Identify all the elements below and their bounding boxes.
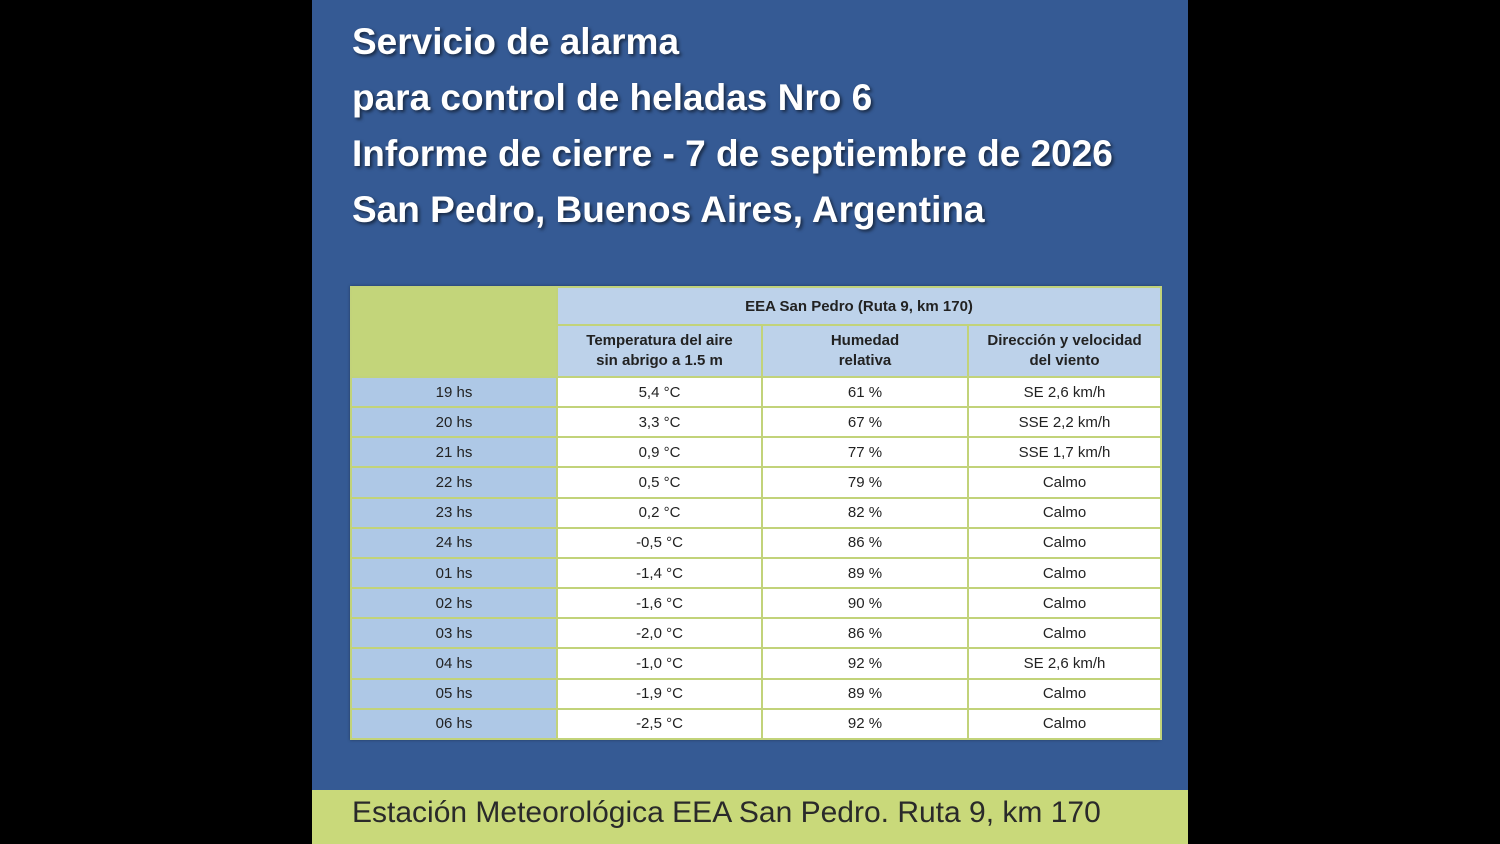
hour-cell: 01 hs: [350, 556, 558, 590]
humidity-cell: 82 %: [761, 496, 969, 529]
wind-header-line-1: Dirección y velocidad: [987, 332, 1142, 349]
table-row: 06 hs -2,5 °C 92 % Calmo: [350, 707, 1163, 741]
hour-cell: 23 hs: [350, 496, 558, 529]
humidity-cell: 92 %: [761, 647, 969, 680]
humidity-cell: 92 %: [761, 707, 969, 741]
humidity-header-line-1: Humedad: [830, 332, 900, 349]
wind-cell: Calmo: [966, 677, 1163, 710]
wind-cell: SE 2,6 km/h: [966, 375, 1163, 409]
table-row: 24 hs -0,5 °C 86 % Calmo: [350, 526, 1163, 559]
humidity-cell: 86 %: [761, 617, 969, 650]
table-row: 19 hs 5,4 °C 61 % SE 2,6 km/h: [350, 375, 1163, 409]
table-row: 21 hs 0,9 °C 77 % SSE 1,7 km/h: [350, 436, 1163, 469]
hour-cell: 19 hs: [350, 375, 558, 409]
wind-cell: Calmo: [966, 496, 1163, 529]
hour-cell: 22 hs: [350, 466, 558, 499]
report-panel: Servicio de alarma para control de helad…: [312, 0, 1188, 844]
temperature-cell: -1,6 °C: [556, 587, 763, 620]
table-row: 20 hs 3,3 °C 67 % SSE 2,2 km/h: [350, 406, 1163, 439]
frost-data-table-container: EEA San Pedro (Ruta 9, km 170) Temperatu…: [350, 286, 1163, 741]
humidity-column-header: Humedad relativa: [761, 324, 969, 378]
wind-column-header: Dirección y velocidad del viento: [966, 324, 1163, 378]
title-line-4: San Pedro, Buenos Aires, Argentina: [352, 189, 985, 230]
report-title: Servicio de alarma para control de helad…: [352, 14, 1172, 238]
temperature-cell: -0,5 °C: [556, 526, 763, 559]
wind-cell: Calmo: [966, 556, 1163, 590]
title-line-3: Informe de cierre - 7 de septiembre de 2…: [352, 133, 1113, 174]
humidity-cell: 86 %: [761, 526, 969, 559]
table-row: 23 hs 0,2 °C 82 % Calmo: [350, 496, 1163, 529]
wind-cell: SSE 1,7 km/h: [966, 436, 1163, 469]
station-footer: Estación Meteorológica EEA San Pedro. Ru…: [312, 790, 1188, 844]
humidity-cell: 89 %: [761, 677, 969, 710]
wind-cell: Calmo: [966, 526, 1163, 559]
temperature-header-line-1: Temperatura del aire: [586, 332, 733, 349]
temperature-cell: 5,4 °C: [556, 375, 763, 409]
humidity-cell: 77 %: [761, 436, 969, 469]
title-line-2: para control de heladas Nro 6: [352, 77, 873, 118]
temperature-column-header: Temperatura del aire sin abrigo a 1.5 m: [556, 324, 763, 378]
humidity-cell: 79 %: [761, 466, 969, 499]
footer-text: Estación Meteorológica EEA San Pedro. Ru…: [352, 796, 1101, 829]
temperature-cell: 0,5 °C: [556, 466, 763, 499]
temperature-header-line-2: sin abrigo a 1.5 m: [596, 352, 723, 369]
table-row: 01 hs -1,4 °C 89 % Calmo: [350, 556, 1163, 590]
humidity-cell: 67 %: [761, 406, 969, 439]
frost-data-table: EEA San Pedro (Ruta 9, km 170) Temperatu…: [350, 286, 1163, 741]
table-row: 03 hs -2,0 °C 86 % Calmo: [350, 617, 1163, 650]
wind-header-line-2: del viento: [1029, 352, 1100, 369]
table-row: 04 hs -1,0 °C 92 % SE 2,6 km/h: [350, 647, 1163, 680]
temperature-cell: -1,4 °C: [556, 556, 763, 590]
hour-cell: 04 hs: [350, 647, 558, 680]
wind-cell: Calmo: [966, 466, 1163, 499]
table-corner-cell: [350, 286, 558, 378]
temperature-cell: -2,5 °C: [556, 707, 763, 741]
humidity-cell: 61 %: [761, 375, 969, 409]
wind-cell: Calmo: [966, 707, 1163, 741]
wind-cell: Calmo: [966, 587, 1163, 620]
hour-cell: 05 hs: [350, 677, 558, 710]
wind-cell: SSE 2,2 km/h: [966, 406, 1163, 439]
hour-cell: 24 hs: [350, 526, 558, 559]
temperature-cell: 3,3 °C: [556, 406, 763, 439]
wind-cell: Calmo: [966, 617, 1163, 650]
temperature-cell: -1,9 °C: [556, 677, 763, 710]
hour-cell: 21 hs: [350, 436, 558, 469]
hour-cell: 03 hs: [350, 617, 558, 650]
humidity-cell: 90 %: [761, 587, 969, 620]
temperature-cell: 0,2 °C: [556, 496, 763, 529]
hour-cell: 20 hs: [350, 406, 558, 439]
table-row: 22 hs 0,5 °C 79 % Calmo: [350, 466, 1163, 499]
hour-cell: 02 hs: [350, 587, 558, 620]
station-header: EEA San Pedro (Ruta 9, km 170): [555, 286, 1163, 326]
temperature-cell: -1,0 °C: [556, 647, 763, 680]
humidity-cell: 89 %: [761, 556, 969, 590]
humidity-header-line-2: relativa: [838, 352, 892, 369]
temperature-cell: 0,9 °C: [556, 436, 763, 469]
table-row: 05 hs -1,9 °C 89 % Calmo: [350, 677, 1163, 710]
table-row: 02 hs -1,6 °C 90 % Calmo: [350, 587, 1163, 620]
title-line-1: Servicio de alarma: [352, 21, 680, 62]
temperature-cell: -2,0 °C: [556, 617, 763, 650]
hour-cell: 06 hs: [350, 707, 558, 741]
wind-cell: SE 2,6 km/h: [966, 647, 1163, 680]
